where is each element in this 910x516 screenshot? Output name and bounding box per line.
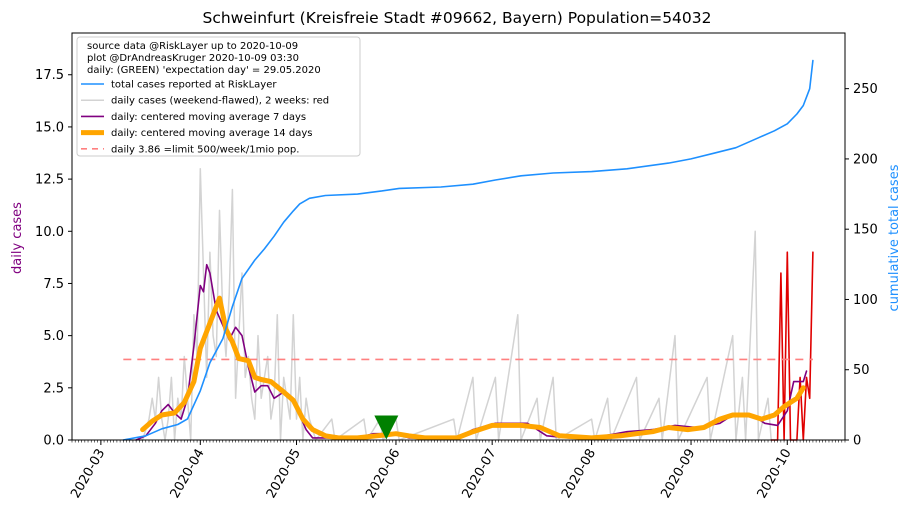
legend-label-daily: daily cases (weekend-flawed), 2 weeks: r… xyxy=(111,96,329,107)
legend-label-total: total cases reported at RiskLayer xyxy=(111,80,277,91)
left-tick-label: 12.5 xyxy=(35,173,64,188)
right-axis-label: cumulative total cases xyxy=(887,164,902,311)
x-tick-label: 2020-10 xyxy=(755,447,795,502)
left-axis: 0.0 2.5 5.0 7.5 10.0 12.5 15.0 17.5 xyxy=(35,68,72,449)
legend-label-ma14: daily: centered moving average 14 days xyxy=(111,128,312,139)
x-tick-label: 2020-05 xyxy=(264,447,304,502)
series-total-cases xyxy=(122,59,814,441)
legend-header-line: source data @RiskLayer up to 2020-10-09 xyxy=(87,41,298,52)
legend-label-ma7: daily: centered moving average 7 days xyxy=(111,112,306,123)
left-tick-label: 5.0 xyxy=(43,329,64,344)
x-tick-label: 2020-04 xyxy=(168,447,208,502)
x-tick-label: 2020-03 xyxy=(68,447,108,502)
right-tick-label: 0 xyxy=(853,434,861,449)
right-tick-label: 50 xyxy=(853,363,870,378)
right-axis: 0 50 100 150 200 250 xyxy=(845,82,878,449)
right-tick-label: 150 xyxy=(853,223,878,238)
expectation-day-marker xyxy=(374,415,399,440)
x-tick-label: 2020-09 xyxy=(658,447,698,502)
right-tick-label: 200 xyxy=(853,152,878,167)
plot-area xyxy=(71,32,846,441)
x-tick-label: 2020-07 xyxy=(459,447,499,502)
legend-box xyxy=(76,36,361,157)
x-axis: 2020-03 2020-04 2020-05 2020-06 2020-07 2020-… xyxy=(68,440,846,502)
right-tick-label: 250 xyxy=(853,82,878,97)
left-tick-label: 10.0 xyxy=(35,225,64,240)
x-tick-label: 2020-06 xyxy=(363,447,403,502)
legend-header-line: plot @DrAndreasKruger 2020-10-09 03:30 xyxy=(87,53,299,64)
series-ma14 xyxy=(140,295,806,441)
x-tick-label: 2020-08 xyxy=(559,447,599,502)
left-tick-label: 7.5 xyxy=(43,277,64,292)
left-tick-label: 2.5 xyxy=(43,381,64,396)
right-tick-label: 100 xyxy=(853,293,878,308)
plot-frame xyxy=(71,32,846,441)
left-axis-label: daily cases xyxy=(10,202,25,274)
legend: source data @RiskLayer up to 2020-10-09p… xyxy=(76,36,361,157)
left-tick-label: 15.0 xyxy=(35,120,64,135)
left-tick-label: 0.0 xyxy=(43,434,64,449)
legend-label-limit: daily 3.86 =limit 500/week/1mio pop. xyxy=(111,144,299,155)
left-tick-label: 17.5 xyxy=(35,68,64,83)
chart-title: Schweinfurt (Kreisfreie Stadt #09662, Ba… xyxy=(202,9,711,27)
legend-header-line: daily: (GREEN) 'expectation day' = 29.05… xyxy=(87,65,321,76)
